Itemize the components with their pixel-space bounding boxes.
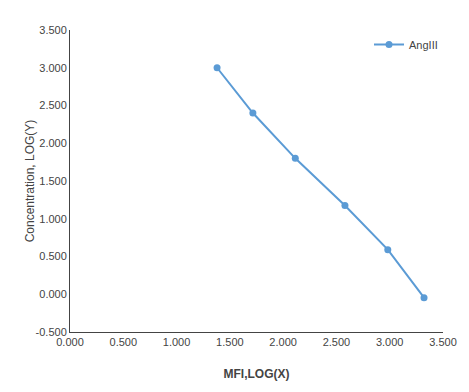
svg-text:-0.500: -0.500 — [36, 326, 67, 338]
svg-text:1.500: 1.500 — [39, 175, 67, 187]
svg-text:2.000: 2.000 — [269, 336, 297, 348]
svg-text:2.000: 2.000 — [39, 137, 67, 149]
svg-text:1.000: 1.000 — [163, 336, 191, 348]
svg-text:MFI,LOG(X): MFI,LOG(X) — [224, 367, 290, 381]
svg-text:3.500: 3.500 — [429, 336, 457, 348]
svg-text:2.500: 2.500 — [39, 99, 67, 111]
svg-text:Concentration, LOG(Y): Concentration, LOG(Y) — [23, 120, 37, 243]
svg-text:1.000: 1.000 — [39, 213, 67, 225]
svg-text:0.500: 0.500 — [110, 336, 138, 348]
svg-text:0.000: 0.000 — [39, 288, 67, 300]
svg-text:3.000: 3.000 — [376, 336, 404, 348]
svg-text:2.500: 2.500 — [323, 336, 351, 348]
svg-text:1.500: 1.500 — [216, 336, 244, 348]
svg-text:AngIII: AngIII — [409, 39, 438, 51]
svg-text:3.500: 3.500 — [39, 24, 67, 36]
svg-text:3.000: 3.000 — [39, 62, 67, 74]
svg-text:0.500: 0.500 — [39, 250, 67, 262]
svg-text:0.000: 0.000 — [56, 336, 84, 348]
